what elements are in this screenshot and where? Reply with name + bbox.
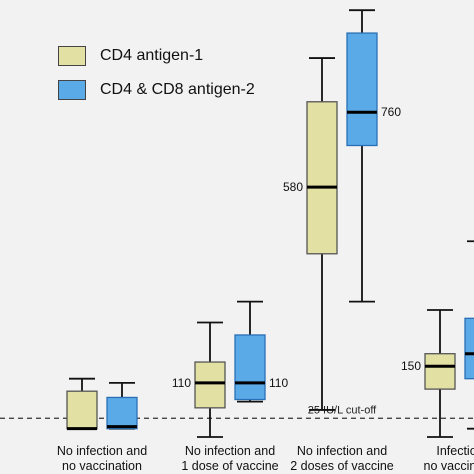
legend-item-cd4-cd8-antigen-2: CD4 & CD8 antigen-2: [58, 74, 255, 106]
category-label-1: no vaccination: [62, 459, 142, 473]
box-1-1: [66, 390, 98, 430]
box-2-2: [234, 334, 266, 401]
category-label-2: No infection and: [185, 444, 275, 458]
category-label-2: 1 dose of vaccine: [181, 459, 278, 473]
cutoff-label: 25 IU/L cut-off: [308, 404, 377, 416]
box-1-3: [306, 101, 338, 255]
box-2-1: [106, 396, 138, 430]
box-1-4: [424, 353, 456, 390]
category-label-3: 2 doses of vaccine: [290, 459, 394, 473]
legend-label: CD4 antigen-1: [100, 47, 204, 64]
category-label-4: no vaccinatio: [424, 459, 474, 473]
box-1-4-median-label: 150: [401, 359, 421, 373]
box-2-2-median-label: 110: [269, 376, 288, 390]
legend-item-cd4-antigen-1: CD4 antigen-1: [58, 40, 255, 72]
legend-swatch-cd4-cd8: [58, 80, 86, 100]
box-1-2: [194, 361, 226, 409]
box-2-3-median-label: 760: [381, 105, 401, 119]
box-2-4: [464, 317, 474, 380]
box-2-3: [346, 32, 378, 147]
box-1-3-median-label: 580: [283, 180, 303, 194]
category-label-3: No infection and: [297, 444, 387, 458]
category-label-1: No infection and: [57, 444, 147, 458]
legend-swatch-cd4: [58, 46, 86, 66]
legend-label: CD4 & CD8 antigen-2: [100, 81, 255, 98]
legend: CD4 antigen-1 CD4 & CD8 antigen-2: [58, 40, 255, 108]
box-1-2-median-label: 110: [172, 376, 191, 390]
